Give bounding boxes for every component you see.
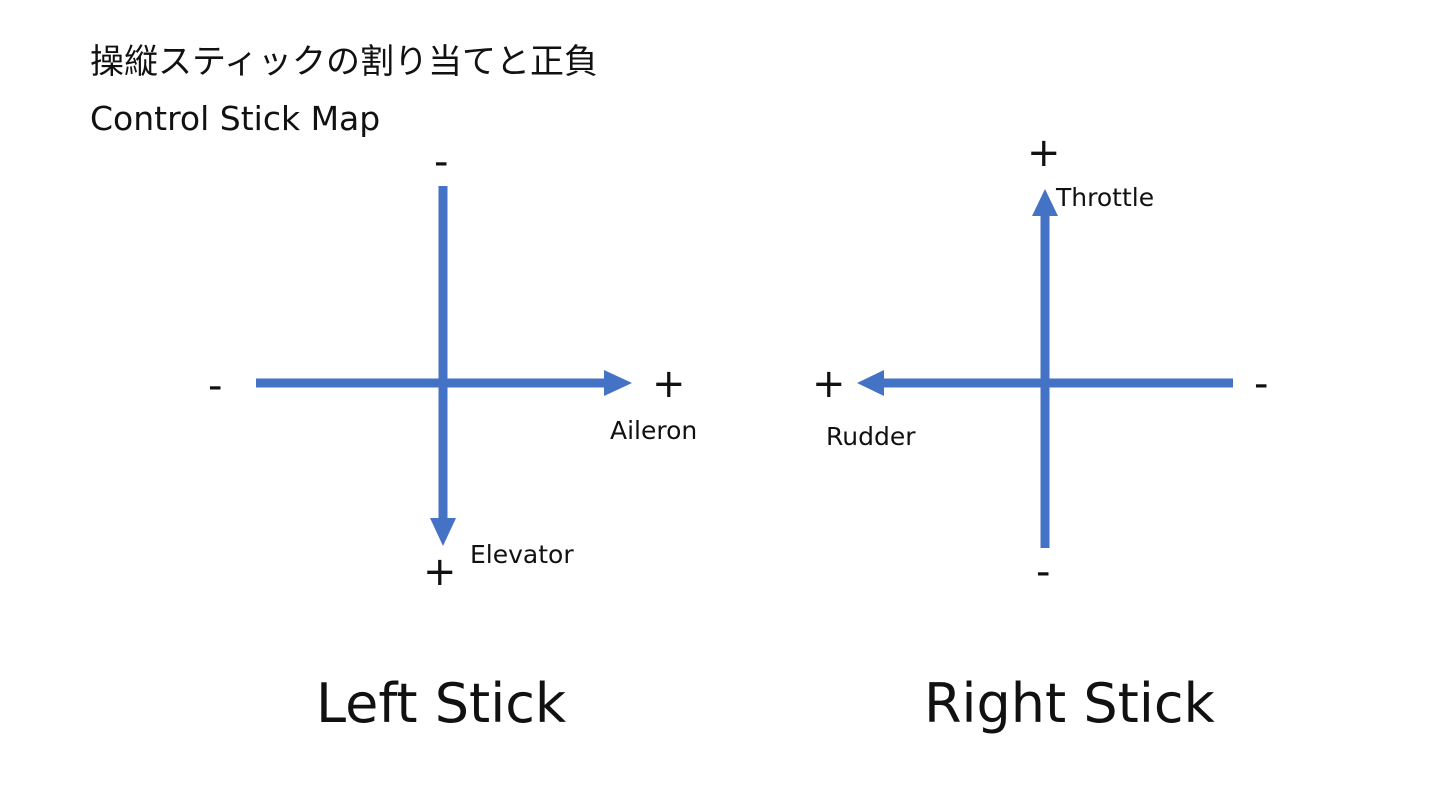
page-title-english: Control Stick Map [90,99,381,138]
left-aileron-arrowhead [604,370,632,396]
elevator-label: Elevator [470,540,574,569]
right-throttle-arrowhead [1032,189,1058,216]
right-stick-title: Right Stick [924,672,1215,735]
right-horizontal-right-sign: - [1254,361,1269,407]
page-title-japanese: 操縦スティックの割り当てと正負 [90,42,598,82]
left-stick-axes [256,186,632,546]
left-vertical-top-sign: - [434,139,449,185]
throttle-label: Throttle [1056,183,1155,212]
rudder-label: Rudder [826,422,916,451]
left-horizontal-right-sign: + [652,361,686,407]
right-vertical-bottom-sign: - [1036,549,1051,595]
left-elevator-arrowhead [430,518,456,546]
left-stick-title: Left Stick [316,672,567,735]
right-rudder-arrowhead [857,370,884,396]
right-vertical-top-sign: + [1027,130,1061,176]
left-horizontal-left-sign: - [208,363,223,409]
right-horizontal-left-sign: + [812,361,846,407]
right-stick-axes [857,189,1233,548]
aileron-label: Aileron [610,416,698,445]
left-vertical-bottom-sign: + [423,549,457,595]
